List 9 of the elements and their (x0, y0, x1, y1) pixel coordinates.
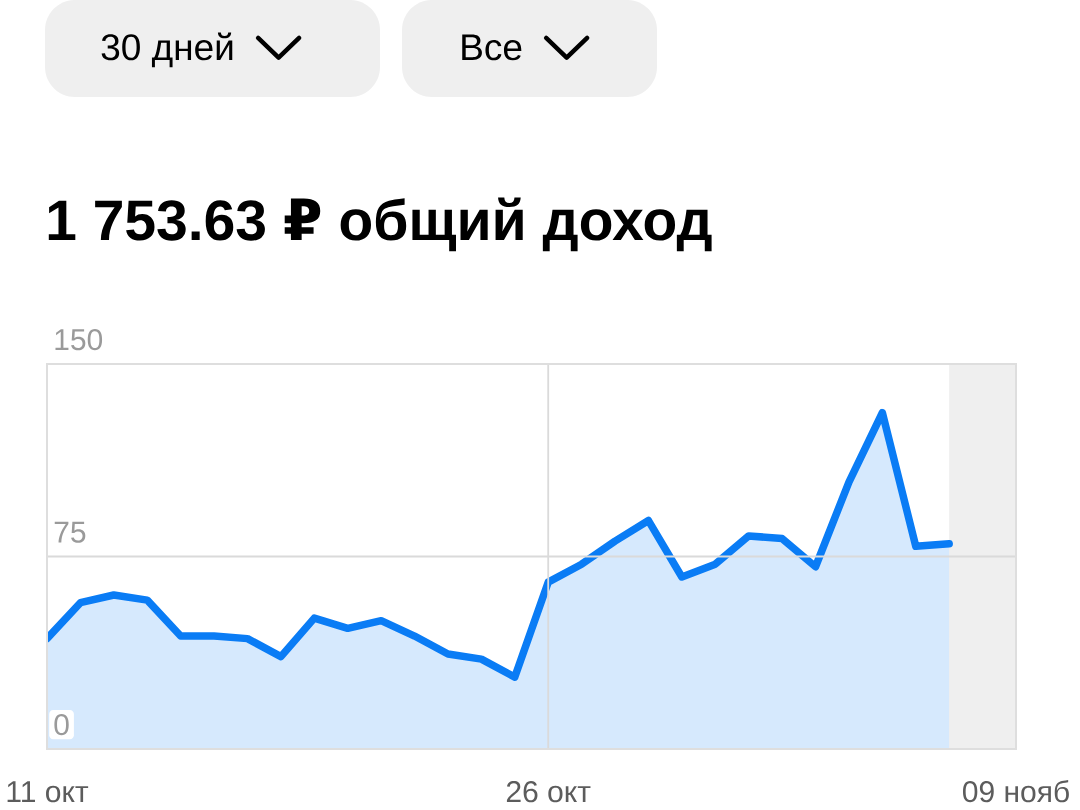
y-tick-label: 75 (54, 521, 86, 543)
y-tick-label: 0 (54, 714, 69, 736)
x-tick-label: 11 окт (7, 781, 89, 803)
x-tick-label: 26 окт (506, 781, 591, 803)
x-tick-label: 09 нояб (962, 779, 1069, 803)
text: Все (462, 34, 522, 61)
y-tick-label: 150 (55, 329, 103, 351)
chart-title: 1 753.63 ₽ общий доход (48, 197, 712, 252)
text: 30 дней (101, 32, 233, 68)
